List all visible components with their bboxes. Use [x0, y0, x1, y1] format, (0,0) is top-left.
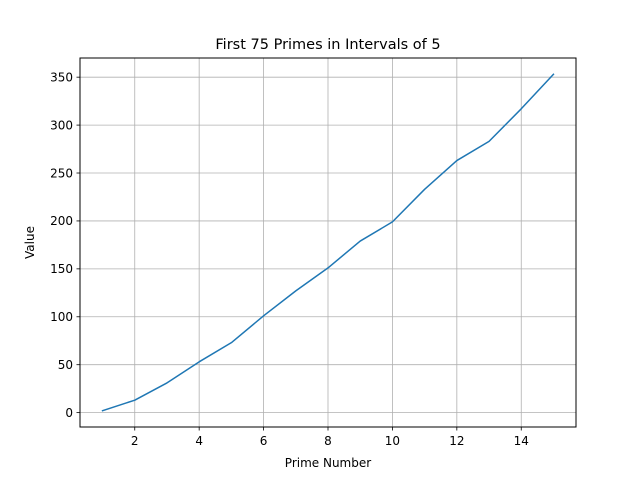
- x-axis-title: Prime Number: [285, 456, 371, 470]
- y-tick-label: 250: [50, 166, 73, 180]
- y-axis-title: Value: [23, 226, 37, 259]
- x-tick-label: 10: [385, 434, 400, 448]
- grid: [80, 58, 576, 427]
- y-tick-label: 350: [50, 70, 73, 84]
- y-tick-label: 150: [50, 262, 73, 276]
- chart-title: First 75 Primes in Intervals of 5: [215, 37, 440, 53]
- y-tick-label: 0: [65, 406, 73, 420]
- x-tick-label: 6: [260, 434, 268, 448]
- x-tick-label: 14: [514, 434, 529, 448]
- series-line: [101, 73, 555, 412]
- y-tick-label: 300: [50, 118, 73, 132]
- x-axis-ticks: 2 4 6 8 10 12 14: [131, 427, 529, 448]
- y-tick-label: 50: [58, 358, 73, 372]
- y-axis-ticks: 0 50 100 150 200 250 300 350: [50, 70, 80, 420]
- x-tick-label: 2: [131, 434, 139, 448]
- x-tick-label: 12: [449, 434, 464, 448]
- x-tick-label: 4: [195, 434, 203, 448]
- series-layer: [101, 73, 555, 412]
- y-tick-label: 100: [50, 310, 73, 324]
- x-tick-label: 8: [324, 434, 332, 448]
- y-tick-label: 200: [50, 214, 73, 228]
